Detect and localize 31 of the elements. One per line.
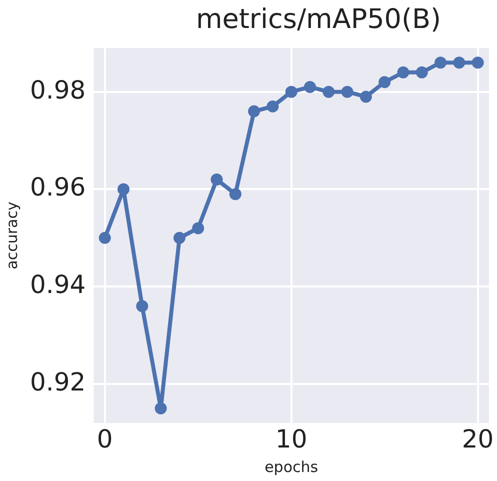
point — [304, 80, 316, 93]
point — [378, 76, 391, 88]
y-axis-title: accuracy — [2, 202, 21, 270]
point — [472, 56, 484, 69]
point — [360, 90, 372, 103]
point — [266, 100, 279, 112]
x-tick-label: 10 — [275, 424, 308, 454]
x-axis-title: epochs — [264, 458, 318, 476]
x-tick-label: 20 — [462, 424, 494, 454]
point — [322, 86, 335, 98]
point — [285, 86, 298, 98]
point — [341, 86, 354, 98]
point — [434, 56, 447, 69]
y-tick-label: 0.94 — [30, 270, 86, 300]
point — [173, 232, 186, 244]
point — [397, 66, 410, 78]
point — [192, 222, 204, 234]
point — [136, 300, 148, 312]
point — [416, 66, 428, 78]
y-tick-label: 0.98 — [30, 75, 86, 104]
point — [453, 56, 466, 69]
point — [210, 173, 223, 186]
y-tick-label: 0.92 — [30, 368, 86, 397]
y-tick-label: 0.96 — [30, 172, 86, 202]
point — [154, 402, 167, 414]
chart-title: metrics/mAP50(B) — [194, 4, 442, 35]
point — [118, 183, 130, 196]
point — [248, 105, 260, 118]
point — [98, 232, 111, 244]
x-tick-label: 0 — [96, 424, 113, 454]
point — [229, 188, 242, 200]
